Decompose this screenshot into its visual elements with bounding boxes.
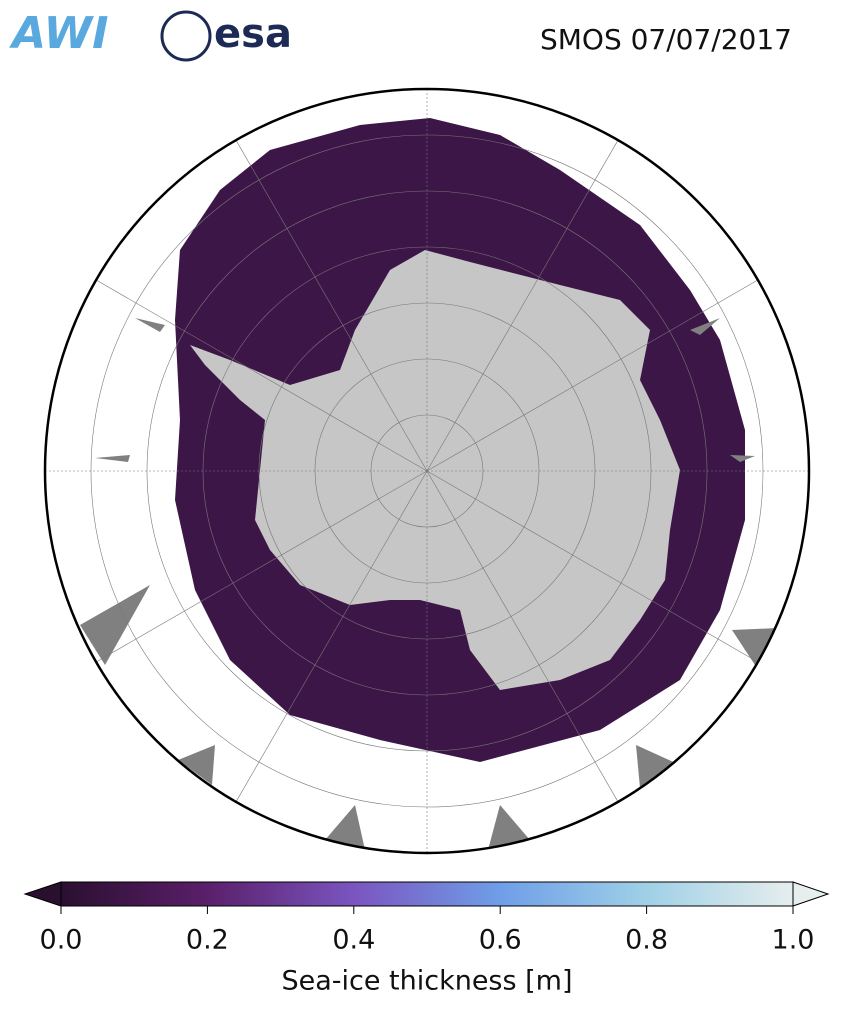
meridian [235, 470, 428, 802]
colorbar-extend-high [792, 881, 830, 907]
title: SMOS 07/07/2017 [540, 23, 792, 56]
awi-logo: AWI [9, 8, 109, 59]
tick-label: 0.8 [625, 925, 668, 956]
tick-label: 1.0 [772, 925, 815, 956]
map-boundary [43, 87, 811, 855]
colorbar-extend-low [23, 881, 62, 907]
colorbar [60, 881, 794, 907]
meridian [96, 470, 428, 663]
graticule [45, 89, 809, 853]
esa-emblem [160, 10, 212, 62]
tick-label: 0.0 [40, 925, 83, 956]
meridian [426, 140, 619, 472]
esa-logo: esa [214, 11, 292, 57]
meridian [235, 140, 428, 472]
antarctica [190, 250, 680, 690]
tick-label: 0.6 [479, 925, 522, 956]
meridian [426, 279, 758, 472]
map [45, 89, 809, 853]
tick-label: 0.2 [186, 925, 229, 956]
meridian [96, 279, 428, 472]
colorbar-label: Sea-ice thickness [m] [281, 966, 572, 997]
colorbar-ticks: 0.0 0.2 0.4 0.6 0.8 1.0 [40, 906, 815, 956]
land-fragments [80, 318, 778, 850]
meridian [426, 470, 619, 802]
tick-label: 0.4 [332, 925, 375, 956]
meridian [426, 470, 758, 663]
